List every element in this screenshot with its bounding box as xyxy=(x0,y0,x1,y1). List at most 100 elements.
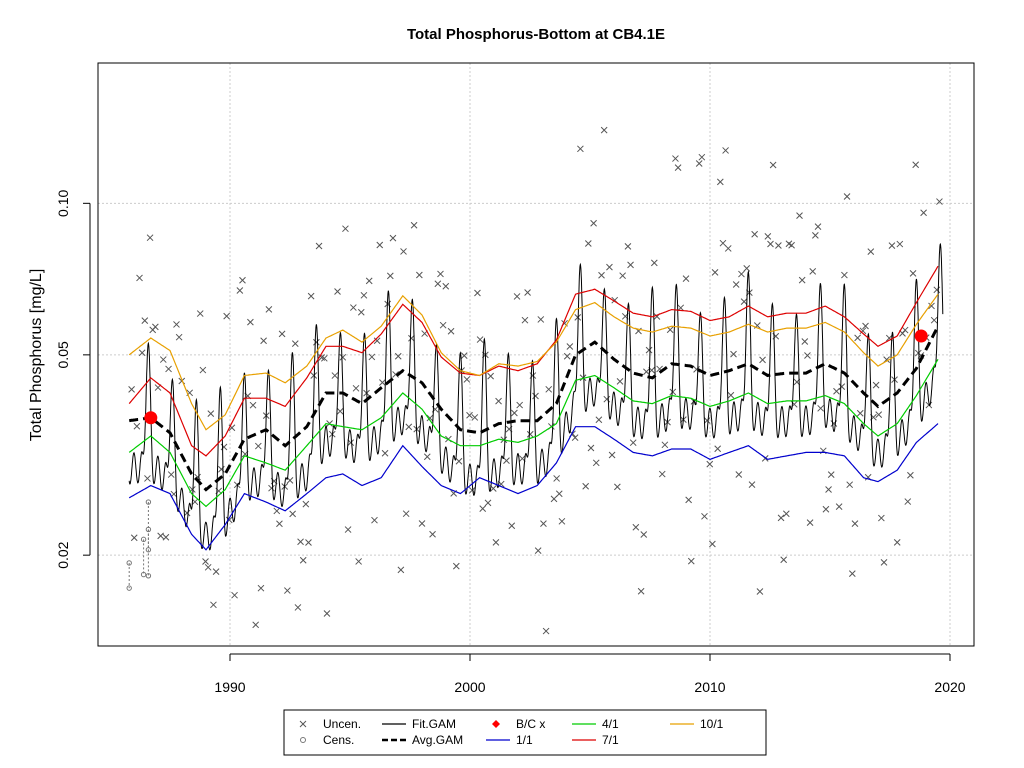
uncensored-point xyxy=(719,239,727,247)
uncensored-point xyxy=(756,588,764,595)
uncensored-point xyxy=(207,410,215,418)
uncensored-point xyxy=(846,481,854,489)
uncensored-point xyxy=(582,482,590,490)
uncensored-point xyxy=(492,539,500,546)
uncensored-point xyxy=(606,263,613,271)
uncensored-point xyxy=(624,243,632,250)
uncensored-point xyxy=(247,318,254,326)
uncensored-point xyxy=(423,453,431,461)
uncensored-point xyxy=(875,411,883,418)
uncensored-point xyxy=(592,459,600,467)
uncensored-point xyxy=(276,520,283,528)
uncensored-point xyxy=(334,288,341,295)
uncensored-point xyxy=(600,126,608,134)
legend-item-4-1: 4/1 xyxy=(572,717,619,731)
censored-point-low-3 xyxy=(145,547,152,553)
series-line-7-1 xyxy=(128,265,939,457)
uncensored-point xyxy=(313,338,320,346)
y-tick-label-0: 0.02 xyxy=(55,541,71,568)
uncensored-point xyxy=(371,516,378,524)
uncensored-point xyxy=(854,334,861,342)
uncensored-point xyxy=(532,392,539,400)
uncensored-point xyxy=(442,282,450,290)
uncensored-point xyxy=(357,308,365,316)
uncensored-point xyxy=(632,523,640,531)
uncensored-point xyxy=(540,520,547,527)
censored-point-1 xyxy=(140,536,147,543)
uncensored-point xyxy=(748,481,756,488)
uncensored-point xyxy=(408,334,415,342)
uncensored-point xyxy=(822,505,830,513)
legend-item-10-1: 10/1 xyxy=(670,717,724,731)
bc-points xyxy=(144,329,928,425)
uncensored-point xyxy=(405,423,413,431)
uncensored-point xyxy=(284,587,291,594)
grid xyxy=(98,63,974,646)
legend-label-5: 1/1 xyxy=(516,733,533,747)
legend-label-8: 10/1 xyxy=(700,717,724,731)
uncensored-point xyxy=(577,145,584,153)
uncensored-point xyxy=(418,520,426,527)
uncensored-point xyxy=(315,242,323,250)
uncensored-point xyxy=(466,411,473,419)
uncensored-point xyxy=(204,563,212,571)
uncensored-point xyxy=(801,338,809,345)
uncensored-point xyxy=(685,496,692,504)
uncensored-point xyxy=(196,310,204,317)
series-line-avg-gam xyxy=(128,325,940,492)
legend-label-1: Cens. xyxy=(323,733,354,747)
uncensored-point xyxy=(305,539,312,546)
uncensored-point xyxy=(508,522,516,530)
uncensored-point xyxy=(476,336,484,343)
uncensored-point xyxy=(146,234,154,242)
uncensored-point xyxy=(878,514,885,522)
uncensored-point xyxy=(695,160,703,167)
legend-item-uncen-: Uncen. xyxy=(299,717,361,731)
fit-gam-line xyxy=(128,242,944,551)
uncensored-point xyxy=(537,316,545,323)
uncensored-point xyxy=(809,268,817,275)
uncensored-point xyxy=(183,509,191,517)
uncensored-point xyxy=(856,409,864,417)
uncensored-point xyxy=(289,510,296,518)
uncensored-point xyxy=(732,281,740,288)
uncensored-point xyxy=(603,395,611,403)
uncensored-point xyxy=(558,517,566,525)
uncensored-point xyxy=(265,305,273,313)
uncensored-point xyxy=(130,534,138,542)
uncensored-point xyxy=(400,248,407,255)
x-tick-label-3: 2020 xyxy=(934,679,965,695)
plot-frame xyxy=(97,62,975,647)
uncensored-point xyxy=(159,356,167,363)
uncensored-point xyxy=(273,507,281,515)
uncensored-point xyxy=(394,352,402,360)
y-tick-label-2: 0.10 xyxy=(55,189,71,216)
uncensored-point xyxy=(152,323,159,331)
uncensored-point xyxy=(825,486,832,493)
x-tick-label-2: 2010 xyxy=(694,679,725,695)
uncensored-point xyxy=(249,401,257,409)
legend-label-6: 4/1 xyxy=(602,717,619,731)
uncensored-point xyxy=(299,556,307,564)
uncensored-point xyxy=(553,475,560,482)
y-axis: 0.02 0.05 0.10 xyxy=(55,189,91,569)
uncensored-point xyxy=(479,505,487,512)
uncensored-point xyxy=(368,353,376,361)
uncensored-point xyxy=(645,346,653,354)
uncensored-point xyxy=(566,343,574,350)
uncensored-point xyxy=(682,275,690,282)
uncensored-point xyxy=(455,457,463,465)
uncensored-point xyxy=(614,483,621,491)
uncensored-point xyxy=(294,604,302,611)
uncensored-point xyxy=(167,471,175,478)
legend: Uncen. Cens. Fit.GAM Avg.GAM B/C x 1/1 4/1 7/1 1… xyxy=(283,709,767,756)
uncensored-point xyxy=(901,326,909,334)
uncensored-point xyxy=(503,457,510,464)
uncensored-point xyxy=(487,372,494,380)
uncensored-point xyxy=(307,292,315,300)
uncensored-point xyxy=(339,353,347,361)
legend-box xyxy=(283,709,767,756)
uncensored-point xyxy=(759,356,766,364)
uncensored-point xyxy=(867,248,875,255)
uncensored-point xyxy=(516,401,524,409)
